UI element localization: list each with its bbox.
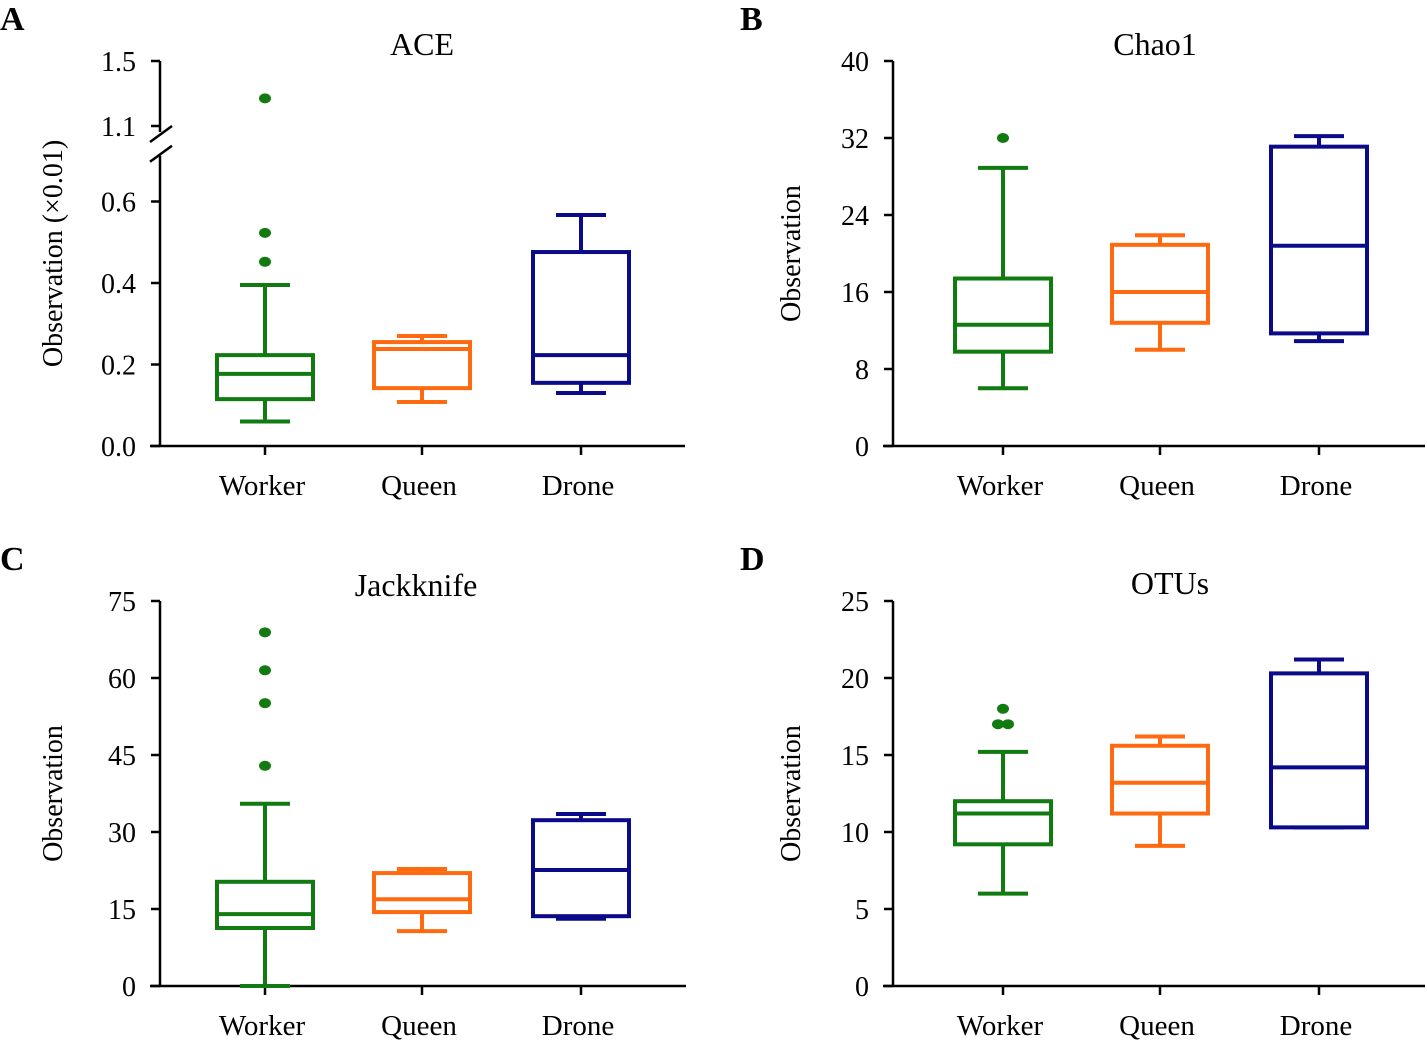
y-tick-label: 0 (855, 432, 869, 463)
axis-break-mark (149, 144, 173, 163)
y-tick-label: 75 (108, 587, 136, 618)
panel-letter: A (0, 1, 25, 38)
box-queen (1110, 734, 1210, 848)
y-tick-label: 0 (855, 972, 869, 1003)
outlier-point (259, 760, 271, 771)
iqr-box (1110, 743, 1210, 816)
y-tick-label: 10 (841, 818, 869, 849)
x-tick-label: Queen (381, 1010, 457, 1042)
x-tick-label: Worker (957, 470, 1044, 502)
outlier-point (259, 227, 271, 238)
box-drone (531, 212, 631, 396)
panel-D: D OTUs Observation 0 5 10 15 20 25 Worker Queen Dro… (740, 541, 1425, 1042)
panel-B: B Chao1 Observation 0 8 16 24 32 40 Worker Queen Dr… (740, 1, 1425, 502)
panel-letter: C (0, 541, 25, 578)
y-tick-label: 20 (841, 664, 869, 695)
panel-letter: D (740, 541, 765, 578)
x-tick-label: Worker (219, 1010, 306, 1042)
x-tick-label: Drone (1280, 470, 1352, 502)
outlier-point (259, 665, 271, 676)
iqr-box (215, 353, 315, 402)
y-tick-label: 8 (855, 355, 869, 386)
x-tick-label: Queen (1119, 470, 1195, 502)
y-axis-label: Observation (776, 185, 807, 322)
outlier-point (259, 256, 271, 267)
y-tick-label: 25 (841, 587, 869, 618)
iqr-box (531, 250, 631, 385)
axis-break-mark (149, 124, 173, 144)
chart-title: Jackknife (355, 567, 478, 603)
chart-title: Chao1 (1113, 26, 1197, 62)
x-tick-label: Drone (542, 1010, 614, 1042)
x-tick-label: Queen (381, 470, 457, 502)
outlier-point (1002, 719, 1014, 730)
y-tick-label: 45 (108, 741, 136, 772)
box-queen (372, 333, 472, 404)
y-tick-label: 30 (108, 818, 136, 849)
y-tick-label: 0.2 (101, 351, 136, 382)
iqr-box (1110, 242, 1210, 325)
y-tick-label: 0.4 (101, 269, 136, 300)
y-tick-label: 15 (841, 741, 869, 772)
y-tick-label: 32 (841, 124, 869, 155)
x-tick-label: Queen (1119, 1010, 1195, 1042)
box-worker (953, 165, 1053, 391)
y-axis-label: Observation (776, 725, 807, 862)
y-axis-label: Observation (×0.01) (38, 140, 69, 367)
outlier-point (997, 133, 1009, 143)
box-worker (215, 283, 315, 424)
y-tick-label: 60 (108, 664, 136, 695)
y-tick-label: 1.1 (101, 112, 136, 143)
box-drone (1269, 657, 1369, 830)
y-tick-label: 0 (122, 972, 136, 1003)
y-tick-label: 16 (841, 278, 869, 309)
box-worker (215, 801, 315, 988)
iqr-box (1269, 144, 1369, 336)
panel-letter: B (740, 1, 763, 38)
outlier-point (992, 719, 1004, 730)
y-tick-label: 15 (108, 895, 136, 926)
outlier-point (259, 627, 271, 638)
panel-C: C Jackknife Observation 0 15 30 45 60 75 Worker Qu… (0, 541, 686, 1042)
x-tick-label: Drone (542, 470, 614, 502)
y-tick-label: 0.0 (101, 432, 136, 463)
chart-title: OTUs (1131, 565, 1209, 601)
y-axis-label: Observation (38, 725, 69, 862)
iqr-box (372, 871, 472, 915)
y-tick-label: 24 (841, 201, 869, 232)
iqr-box (953, 276, 1053, 354)
y-tick-label: 1.5 (101, 47, 136, 78)
x-tick-label: Worker (957, 1010, 1044, 1042)
outlier-point (259, 93, 271, 104)
x-tick-label: Worker (219, 470, 306, 502)
iqr-box (953, 799, 1053, 847)
box-worker (953, 749, 1053, 896)
panel-A: A ACE Observation (×0.01) 0.0 0.2 0.4 0.6 1.1 1.… (0, 1, 685, 502)
box-drone (1269, 134, 1369, 344)
y-tick-label: 5 (855, 895, 869, 926)
y-tick-label: 0.6 (101, 188, 136, 219)
iqr-box (215, 879, 315, 930)
chart-title: ACE (390, 26, 454, 62)
y-tick-label: 40 (841, 47, 869, 78)
box-queen (1110, 233, 1210, 352)
box-drone (531, 812, 631, 921)
outlier-point (259, 698, 271, 709)
outlier-point (997, 703, 1009, 714)
x-tick-label: Drone (1280, 1010, 1352, 1042)
box-queen (372, 866, 472, 934)
iqr-box (1269, 671, 1369, 830)
